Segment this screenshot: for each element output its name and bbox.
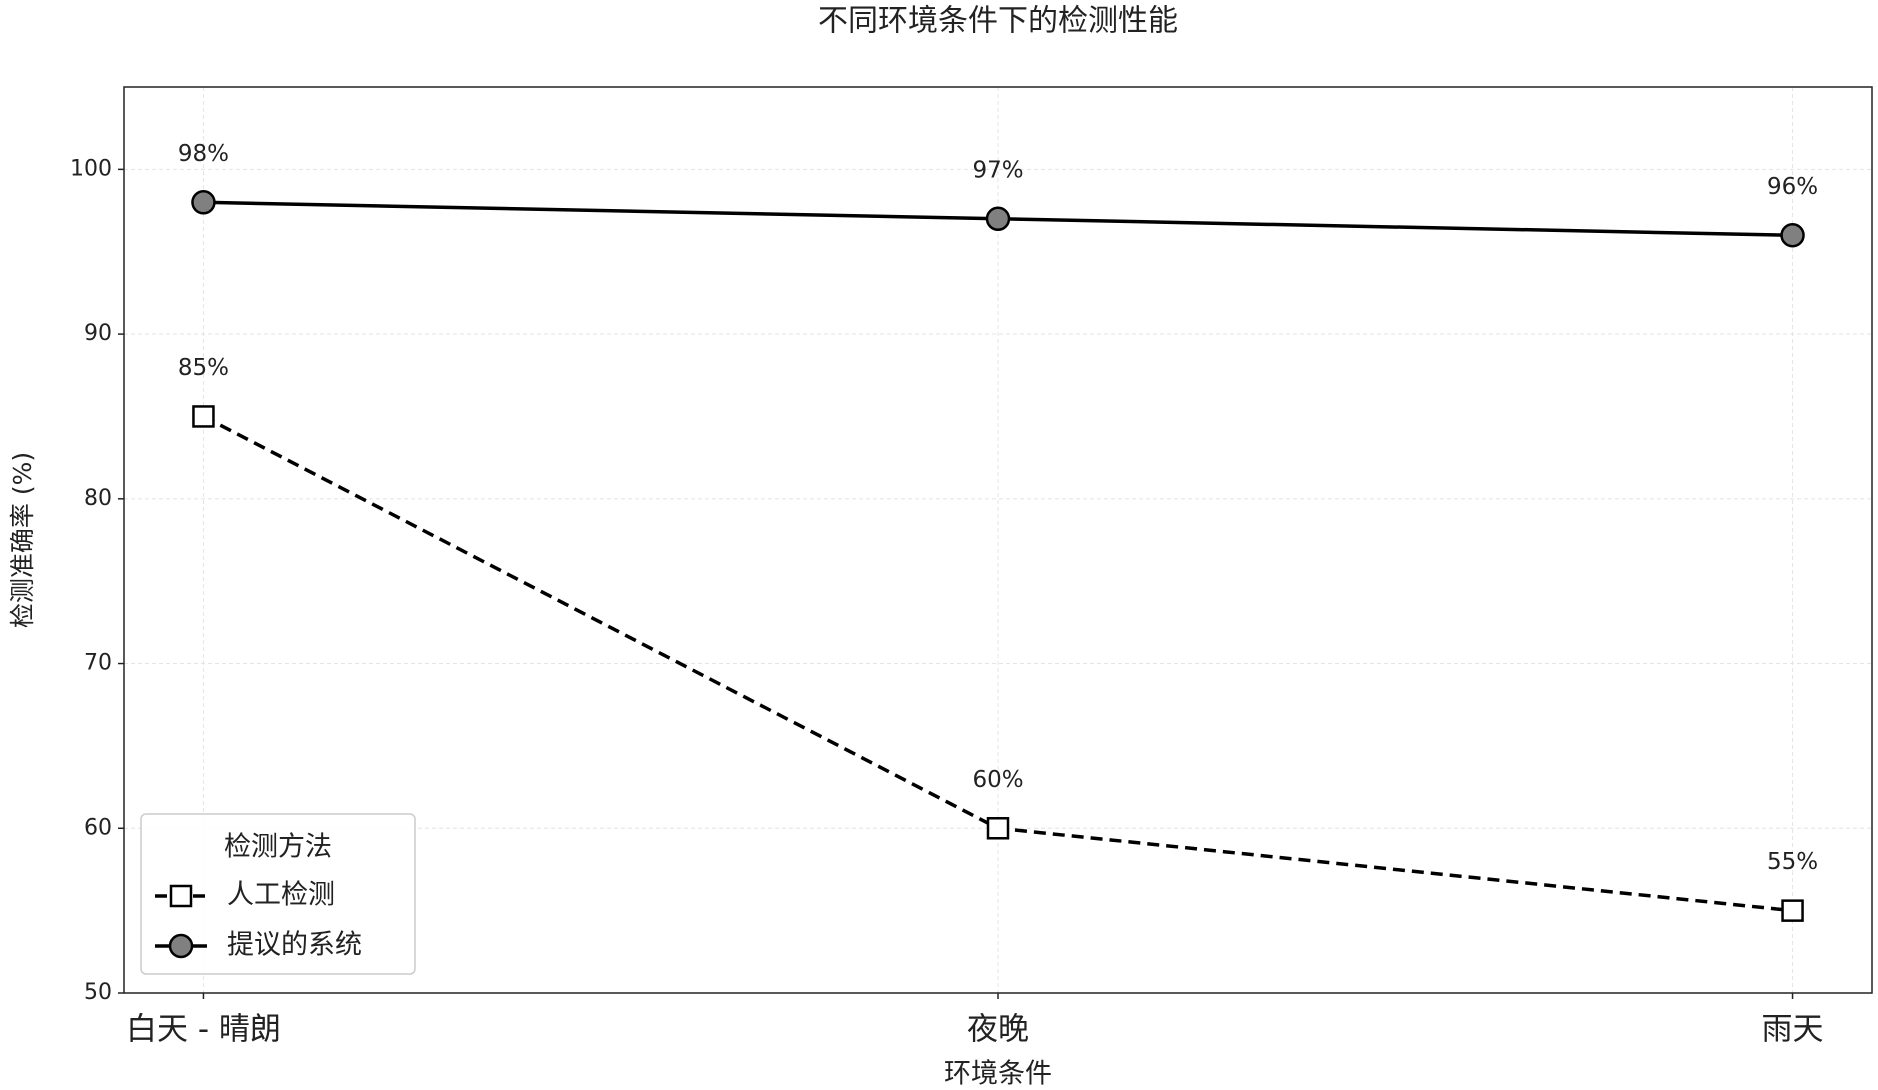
legend-box [140,813,416,975]
legend-title: 检测方法 [224,832,332,863]
chart-title: 不同环境条件下的检测性能 [818,4,1178,39]
marker [192,405,215,428]
data-label: 60% [972,767,1023,793]
marker [191,190,216,215]
data-label: 97% [972,157,1023,183]
legend-label: 人工检测 [227,880,335,911]
plot-frame [123,86,1873,994]
y-tick-label: 100 [70,156,112,181]
y-tick-label: 80 [84,486,112,511]
marker [1780,223,1805,248]
marker [169,884,193,908]
x-tick-label: 雨天 [1762,1012,1824,1048]
y-axis-label: 检测准确率 (%) [8,452,37,628]
y-tick-label: 50 [84,980,112,1005]
y-tick-label: 60 [84,815,112,840]
y-tick-label: 70 [84,651,112,676]
marker [1781,899,1804,922]
marker [985,206,1011,232]
data-label: 96% [1767,174,1818,200]
y-tick-label: 90 [84,321,112,346]
marker [168,933,194,959]
data-label: 98% [178,141,229,167]
legend-label: 提议的系统 [227,930,362,961]
x-tick-label: 白天 - 晴朗 [126,1012,281,1048]
data-label: 85% [178,355,229,381]
x-tick-label: 夜晚 [967,1012,1029,1048]
data-label: 55% [1767,849,1818,875]
x-axis-label: 环境条件 [944,1059,1052,1090]
marker [986,817,1010,840]
